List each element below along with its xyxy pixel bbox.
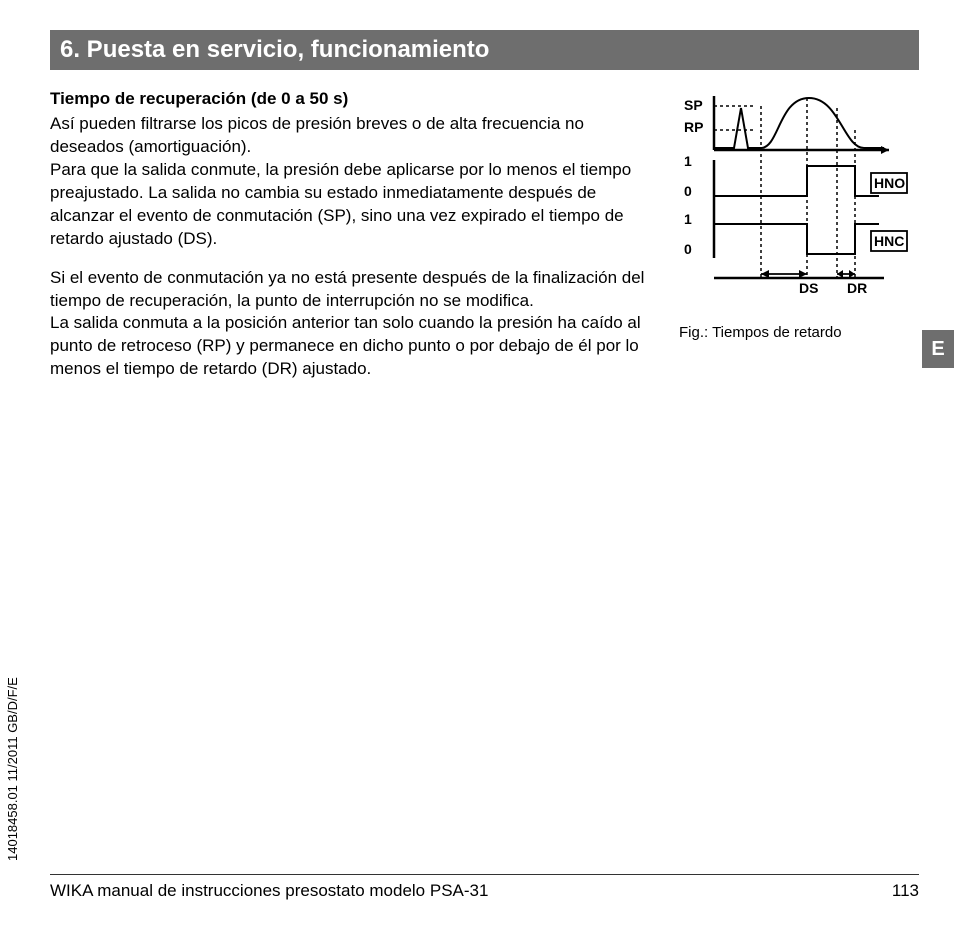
subheading: Tiempo de recuperación (de 0 a 50 s): [50, 88, 659, 111]
para3: Si el evento de conmutación ya no está p…: [50, 268, 644, 310]
svg-text:1: 1: [684, 211, 692, 227]
timing-diagram: SP RP 1 0 1 0 HNO HNC DS DR: [679, 88, 909, 318]
svg-text:RP: RP: [684, 119, 703, 135]
svg-text:HNO: HNO: [874, 175, 905, 191]
section-header: 6. Puesta en servicio, funcionamiento: [50, 30, 919, 70]
document-code: 14018458.01 11/2011 GB/D/F/E: [5, 677, 20, 861]
figure-caption: Fig.: Tiempos de retardo: [679, 324, 919, 341]
svg-text:HNC: HNC: [874, 233, 904, 249]
page-footer: WIKA manual de instrucciones presostato …: [50, 874, 919, 901]
footer-manual-title: WIKA manual de instrucciones presostato …: [50, 881, 488, 901]
body-text: Tiempo de recuperación (de 0 a 50 s) Así…: [50, 88, 659, 397]
svg-text:0: 0: [684, 241, 692, 257]
svg-text:DR: DR: [847, 280, 867, 296]
svg-text:DS: DS: [799, 280, 818, 296]
para2: Para que la salida conmute, la presión d…: [50, 160, 631, 248]
svg-text:SP: SP: [684, 97, 703, 113]
svg-text:1: 1: [684, 153, 692, 169]
language-tab: E: [922, 330, 954, 368]
footer-page-number: 113: [892, 881, 919, 901]
para4: La salida conmuta a la posición anterior…: [50, 313, 641, 378]
para1: Así pueden filtrarse los picos de presió…: [50, 114, 584, 156]
svg-text:0: 0: [684, 183, 692, 199]
